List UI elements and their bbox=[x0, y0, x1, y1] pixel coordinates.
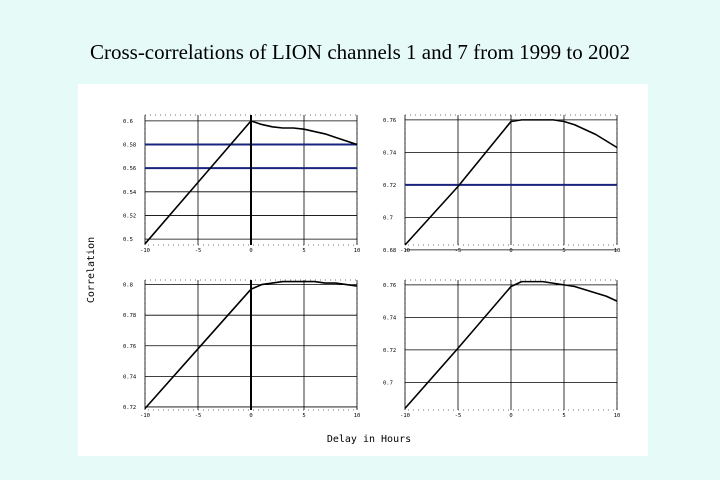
y-tick-label: 0.72 bbox=[123, 405, 136, 411]
x-tick-label: 10 bbox=[354, 248, 361, 254]
correlation-curve bbox=[404, 119, 618, 246]
x-tick-label: 10 bbox=[614, 413, 621, 419]
x-tick-label: -10 bbox=[400, 413, 410, 419]
x-tick-label: 10 bbox=[614, 248, 621, 254]
panel-3: -10 -5 0 5 10 0.72 0.74 0.76 0.78 0.8 bbox=[123, 279, 361, 419]
x-tick-label: 0 bbox=[249, 413, 252, 419]
y-tick-label: 0.76 bbox=[383, 283, 396, 289]
panel-4: -10 -5 0 5 10 0.7 0.72 0.74 0.76 bbox=[383, 279, 621, 419]
x-tick-label: 10 bbox=[354, 413, 361, 419]
x-tick-label: 0 bbox=[509, 413, 512, 419]
x-tick-label: -5 bbox=[455, 248, 462, 254]
x-tick-label: 0 bbox=[249, 248, 252, 254]
x-tick-label: 5 bbox=[302, 413, 305, 419]
x-tick-label: -5 bbox=[195, 248, 202, 254]
panel-2: -10 -5 0 5 10 0.68 0.7 0.72 0.74 0.76 bbox=[383, 114, 621, 254]
y-tick-label: 0.8 bbox=[123, 283, 133, 289]
y-tick-label: 0.54 bbox=[123, 190, 137, 196]
x-tick-label: -5 bbox=[455, 413, 462, 419]
slide-title: Cross-correlations of LION channels 1 an… bbox=[89, 40, 631, 64]
correlation-curve bbox=[404, 280, 618, 409]
x-tick-label: -10 bbox=[140, 248, 150, 254]
y-tick-label: 0.78 bbox=[123, 313, 136, 319]
y-tick-label: 0.52 bbox=[123, 213, 136, 219]
y-tick-label: 0.74 bbox=[123, 374, 137, 380]
figure-panel: -10 -5 0 5 10 0.5 0.52 0.54 0.56 0.58 0.6 -10 -5 0 5 10… bbox=[78, 84, 648, 456]
y-axis-label: Correlation bbox=[86, 237, 97, 303]
x-tick-label: -5 bbox=[195, 413, 202, 419]
x-tick-label: -10 bbox=[400, 248, 410, 254]
y-tick-label: 0.72 bbox=[383, 183, 396, 189]
correlation-plots: -10 -5 0 5 10 0.5 0.52 0.54 0.56 0.58 0.6 -10 -5 0 5 10… bbox=[86, 114, 621, 445]
x-tick-label: 5 bbox=[562, 413, 565, 419]
y-tick-label: 0.56 bbox=[123, 166, 136, 172]
x-tick-label: 0 bbox=[509, 248, 512, 254]
y-tick-label: 0.76 bbox=[123, 344, 136, 350]
y-tick-label: 0.5 bbox=[123, 237, 133, 243]
x-axis-label: Delay in Hours bbox=[327, 434, 411, 445]
y-tick-label: 0.68 bbox=[383, 248, 396, 254]
y-tick-label: 0.58 bbox=[123, 143, 136, 149]
correlation-curve bbox=[144, 280, 358, 410]
y-tick-label: 0.72 bbox=[383, 348, 396, 354]
x-tick-label: -10 bbox=[140, 413, 150, 419]
y-tick-label: 0.74 bbox=[383, 315, 397, 321]
y-tick-label: 0.76 bbox=[383, 118, 396, 124]
panel-1: -10 -5 0 5 10 0.5 0.52 0.54 0.56 0.58 0.6 bbox=[123, 114, 361, 254]
y-tick-label: 0.7 bbox=[383, 215, 393, 221]
y-tick-label: 0.7 bbox=[383, 380, 393, 386]
x-tick-label: 5 bbox=[302, 248, 305, 254]
x-tick-label: 5 bbox=[562, 248, 565, 254]
y-tick-label: 0.74 bbox=[383, 150, 397, 156]
y-tick-label: 0.6 bbox=[123, 119, 133, 125]
correlation-curve bbox=[144, 120, 358, 245]
